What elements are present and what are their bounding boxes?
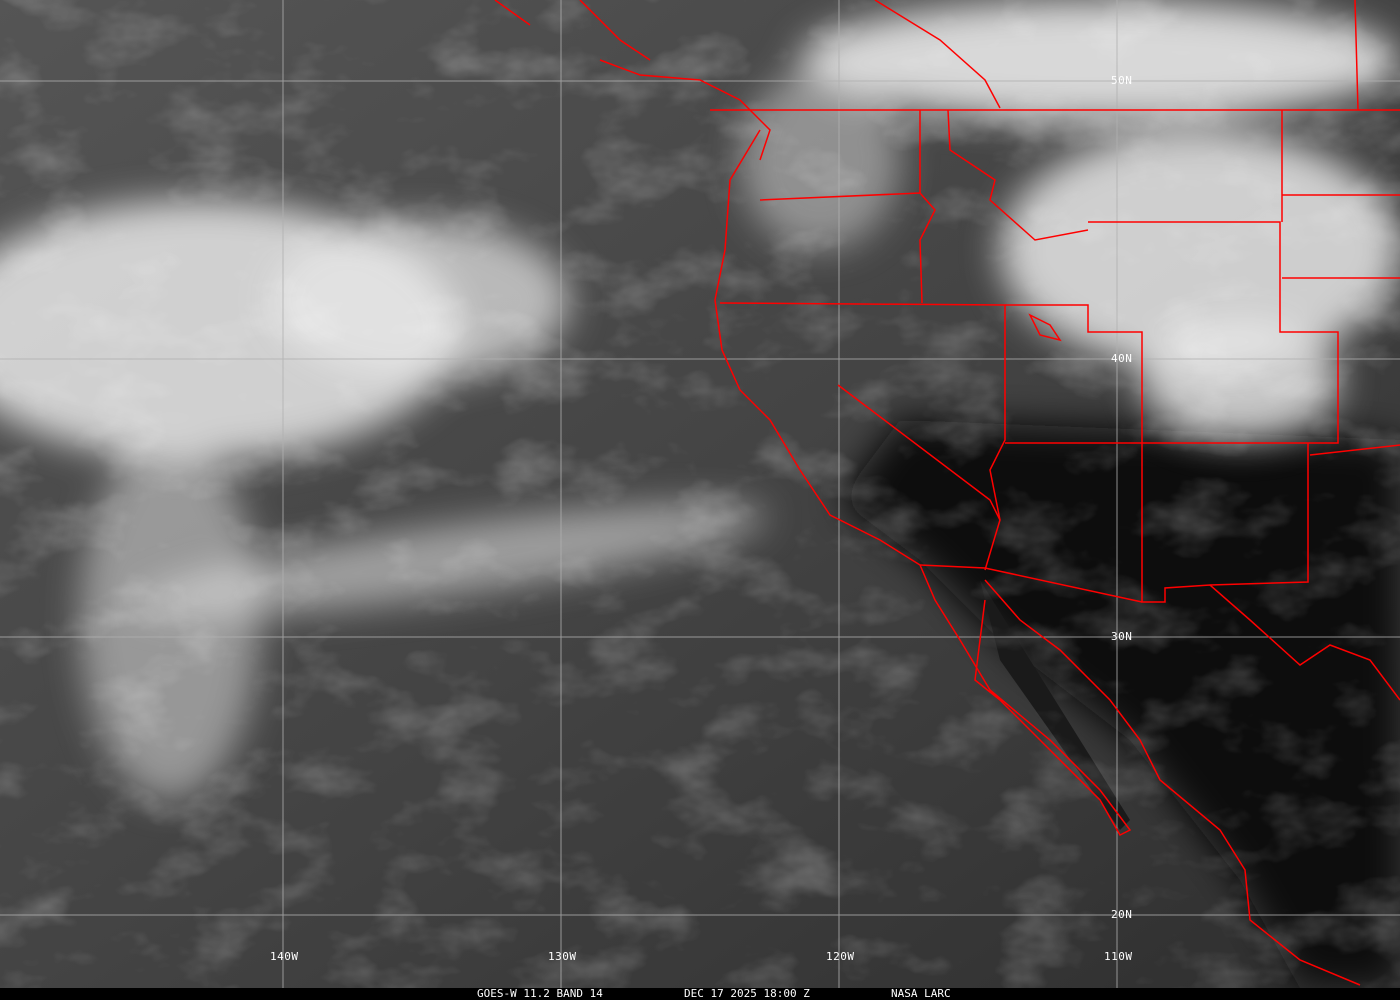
boundaries [494, 0, 1400, 986]
longitude-label: 140W [270, 950, 299, 963]
caption-product: GOES-W 11.2 BAND 14 [477, 987, 603, 1000]
latitude-label: 20N [1111, 908, 1133, 921]
longitude-label: 120W [826, 950, 855, 963]
caption-bar: GOES-W 11.2 BAND 14 DEC 17 2025 18:00 Z … [0, 988, 1400, 1000]
caption-source: NASA LARC [891, 987, 951, 1000]
longitude-label: 130W [548, 950, 577, 963]
longitude-label: 110W [1104, 950, 1133, 963]
latitude-label: 40N [1111, 352, 1133, 365]
latitude-label: 50N [1111, 74, 1133, 87]
caption-datetime: DEC 17 2025 18:00 Z [684, 987, 810, 1000]
latitude-label: 30N [1111, 630, 1133, 643]
